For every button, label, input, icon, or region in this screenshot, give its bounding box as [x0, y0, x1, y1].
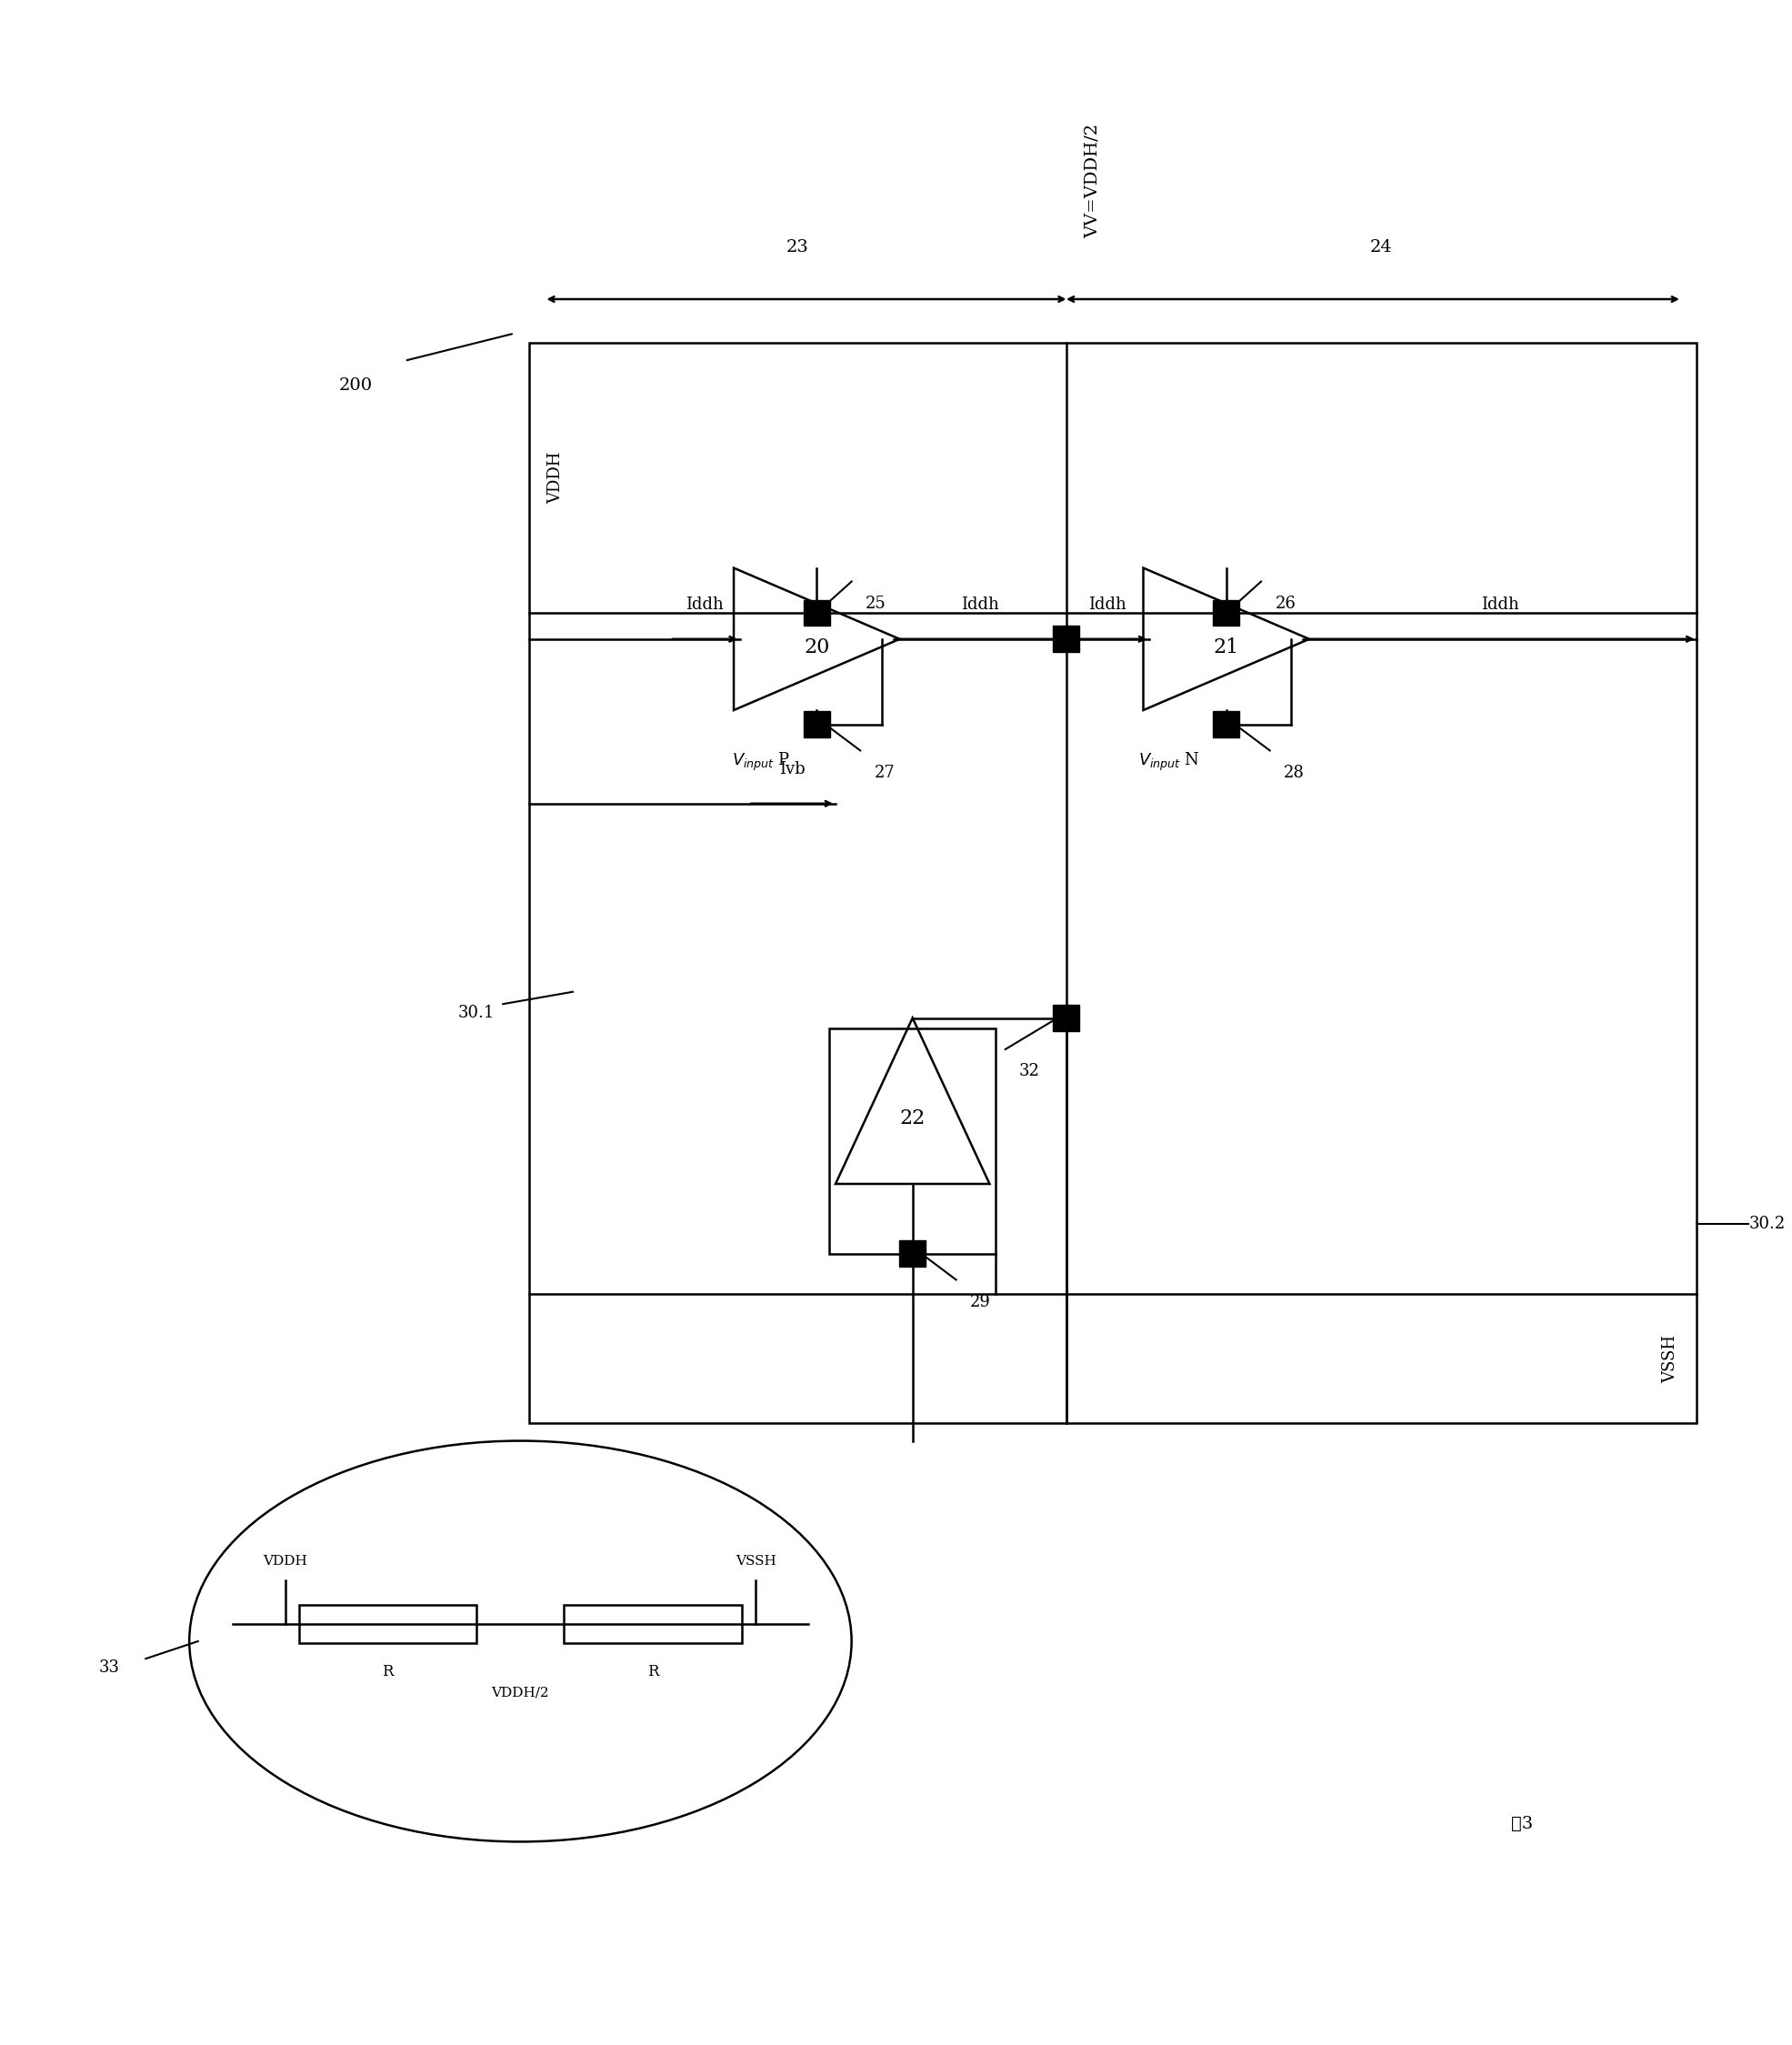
Text: 30.2: 30.2 [1749, 1217, 1785, 1233]
Bar [803, 599, 830, 626]
Text: R: R [647, 1665, 659, 1679]
Bar [900, 1241, 926, 1266]
Text: 22: 22 [900, 1108, 925, 1129]
Text: Iddh: Iddh [686, 597, 724, 613]
Bar [1054, 626, 1079, 652]
Text: VDDH/2: VDDH/2 [491, 1687, 550, 1699]
Text: 26: 26 [1276, 595, 1296, 611]
Text: VSSH: VSSH [735, 1556, 776, 1569]
Bar [1054, 1004, 1079, 1031]
Text: 27: 27 [874, 765, 894, 781]
Text: 24: 24 [1371, 239, 1392, 256]
Text: 23: 23 [787, 239, 808, 256]
Text: VSSH: VSSH [1663, 1335, 1679, 1382]
Text: 200: 200 [339, 378, 373, 395]
Text: 21: 21 [1213, 638, 1238, 658]
Bar [299, 1605, 477, 1642]
Text: 25: 25 [866, 595, 887, 611]
Text: 33: 33 [99, 1658, 120, 1675]
Text: Iddh: Iddh [961, 597, 998, 613]
Bar [1213, 712, 1240, 738]
Text: R: R [382, 1665, 394, 1679]
Text: 28: 28 [1283, 765, 1305, 781]
Bar [803, 712, 830, 738]
Text: 29: 29 [969, 1294, 991, 1311]
Text: VDDH: VDDH [263, 1556, 306, 1569]
Bar [564, 1605, 742, 1642]
Text: VDDH: VDDH [547, 452, 563, 503]
Bar [1213, 599, 1240, 626]
Bar [529, 344, 1697, 1423]
Text: 20: 20 [805, 638, 830, 658]
Text: $V_{input}$ P: $V_{input}$ P [733, 751, 790, 773]
Text: Iddh: Iddh [1480, 597, 1520, 613]
Text: 图3: 图3 [1511, 1816, 1534, 1832]
Text: 32: 32 [1020, 1063, 1039, 1080]
Text: Iddh: Iddh [1090, 597, 1127, 613]
Text: 30.1: 30.1 [457, 1004, 495, 1020]
Text: $V_{input}$ N: $V_{input}$ N [1138, 751, 1201, 773]
Bar [830, 1029, 996, 1254]
Text: Ivb: Ivb [780, 761, 805, 777]
Text: VV=VDDH/2: VV=VDDH/2 [1084, 123, 1100, 237]
